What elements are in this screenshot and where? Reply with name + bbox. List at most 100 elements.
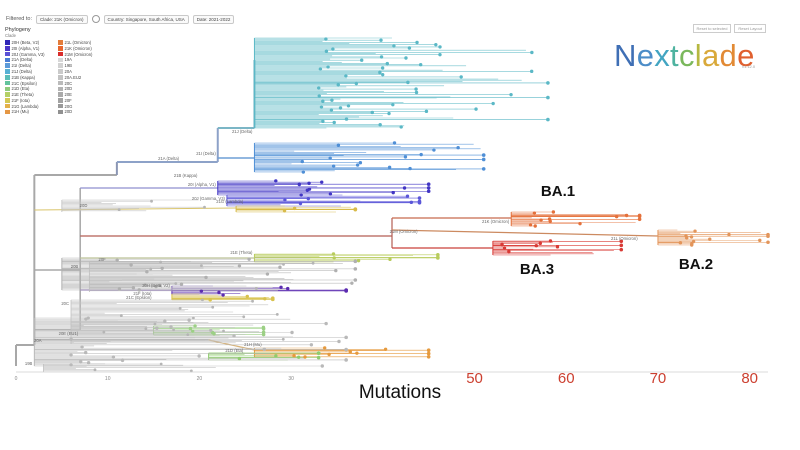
top-buttons: Reset to selected Reset Layout — [692, 24, 766, 33]
legend-item[interactable]: 21K (Omicron) — [58, 46, 105, 51]
legend-item[interactable]: 21E (Theta) — [5, 92, 52, 97]
legend-item[interactable]: 21H (Mu) — [5, 109, 52, 114]
filter-chip-clade[interactable]: Clade: 21K (Omicron) — [35, 14, 88, 24]
legend-item[interactable]: 20D — [58, 86, 105, 91]
tip-node — [387, 111, 391, 116]
tip-node — [212, 332, 216, 336]
legend-swatch — [5, 75, 10, 80]
tip-node — [332, 120, 336, 125]
tip-node — [392, 44, 396, 48]
legend-label: 20C — [64, 80, 73, 86]
legend-swatch — [58, 75, 63, 80]
legend-item[interactable]: 20E — [58, 92, 105, 97]
tip-node — [500, 242, 504, 247]
backbone-branch — [391, 229, 658, 237]
tip-node — [637, 217, 642, 222]
tip-node — [338, 106, 343, 110]
tip-node — [209, 328, 213, 332]
branch-label: 21M (Omicron) — [390, 229, 419, 234]
tip-node — [328, 156, 332, 160]
tip-node — [317, 94, 321, 98]
legend-item[interactable]: 21D (Eta) — [5, 86, 52, 91]
legend-item[interactable]: 21G (Lambda) — [5, 104, 52, 109]
legend-label: 21F (Iota) — [11, 97, 30, 103]
legend-item[interactable]: 21J (Delta) — [5, 69, 52, 74]
reset-layout-button[interactable]: Reset Layout — [734, 24, 766, 33]
legend-swatch — [58, 40, 63, 45]
tip-node — [727, 232, 731, 237]
legend-item[interactable]: 21M (Omicron) — [58, 52, 105, 57]
grey-tip — [242, 315, 246, 319]
legend-item[interactable]: 21F (Iota) — [5, 98, 52, 103]
tip-node — [208, 298, 212, 302]
tip-node — [316, 351, 321, 355]
logo-letter: t — [670, 38, 679, 73]
tip-node — [336, 143, 341, 148]
tip-node — [160, 266, 164, 270]
legend-item[interactable]: 19B — [58, 63, 105, 68]
legend-item[interactable]: 20I (Alpha, V1) — [5, 46, 52, 51]
tip-node — [534, 243, 538, 248]
reset-selected-button[interactable]: Reset to selected — [692, 24, 732, 33]
lineage-annotation: BA.3 — [520, 261, 554, 278]
legend-item[interactable]: 21I (Delta) — [5, 63, 52, 68]
tip-node — [538, 241, 542, 246]
legend-item[interactable]: 21A (Delta) — [5, 57, 52, 62]
tip-node — [539, 218, 543, 222]
branch-label: 20B — [71, 264, 79, 269]
tree-branches — [15, 37, 768, 372]
grey-tip — [150, 199, 153, 203]
legend-swatch — [5, 69, 10, 74]
x-axis: 0 10 20 30 50 60 70 80 Mutations — [15, 370, 768, 403]
legend-item[interactable]: 21C (Epsilon) — [5, 80, 52, 86]
legend-item[interactable]: 20H (Beta, V2) — [5, 40, 52, 45]
legend-item[interactable]: 20G — [58, 104, 105, 109]
grey-tip — [311, 261, 315, 265]
legend-item[interactable]: 20D — [58, 109, 105, 114]
tip-node — [481, 167, 486, 171]
grey-tip — [189, 369, 193, 373]
x-tick-label-small: 10 — [105, 376, 111, 382]
legend-item[interactable]: 20J (Gamma, V3) — [5, 52, 52, 57]
filter-icon[interactable] — [91, 15, 100, 23]
tip-node — [378, 70, 382, 75]
grey-tip — [282, 263, 285, 266]
logo-letter: e — [636, 38, 655, 73]
tip-node — [319, 105, 324, 109]
legend-item[interactable]: 20A.EU2 — [58, 75, 105, 80]
tip-node — [297, 182, 302, 187]
grey-tip — [149, 267, 153, 271]
legend-grid: 20H (Beta, V2) 21L (Omicron) 20I (Alpha, V… — [5, 40, 105, 115]
legend-item[interactable]: 19A — [58, 57, 105, 62]
tip-node — [546, 117, 550, 122]
legend-item[interactable]: 20F — [58, 98, 105, 103]
legend-swatch — [5, 40, 10, 45]
legend-item[interactable]: 20C — [58, 80, 105, 86]
grey-tip — [251, 299, 254, 303]
legend-label: 21I (Delta) — [11, 63, 32, 69]
legend-item[interactable]: 21B (Kappa) — [5, 75, 52, 80]
tip-node — [279, 285, 283, 289]
legend-swatch — [5, 57, 10, 63]
lineage-annotation: BA.1 — [541, 183, 575, 200]
filter-chip-date[interactable]: Date: 2021-2022 — [192, 14, 235, 24]
tip-node — [265, 272, 270, 276]
filter-chip-country[interactable]: Country: Singapore, South Africa, USA — [103, 14, 189, 24]
logo-letter: c — [678, 38, 695, 73]
tip-node — [403, 155, 408, 159]
legend-item[interactable]: 21L (Omicron) — [58, 40, 105, 45]
tip-node — [380, 66, 385, 70]
tip-node — [306, 196, 311, 201]
legend-item[interactable]: 20A — [58, 69, 105, 74]
tip-node — [350, 281, 354, 285]
legend-label: 20D — [64, 109, 73, 115]
tip-node — [298, 201, 303, 206]
clade-legend: Phylogeny Clade 20H (Beta, V2) 21L (Omicr… — [5, 27, 105, 115]
grey-tip — [275, 313, 279, 316]
tip-node — [261, 326, 266, 331]
branch-label: 21D (Eta) — [225, 348, 244, 353]
tip-node — [414, 90, 419, 95]
legend-label: 21C (Epsilon) — [11, 80, 37, 86]
tip-node — [292, 206, 297, 211]
